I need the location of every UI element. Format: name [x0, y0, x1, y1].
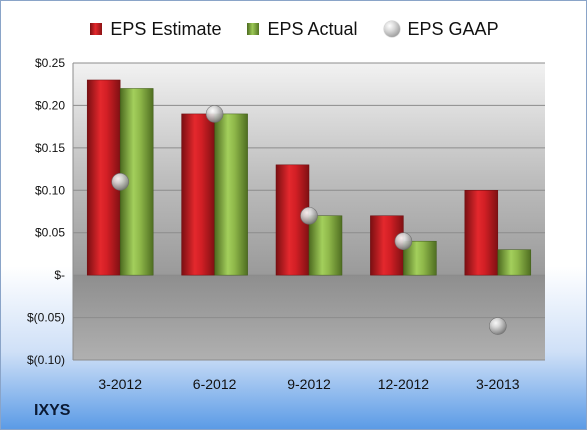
- marker-eps-gaap: [488, 317, 507, 335]
- legend-label-eps-actual: EPS Actual: [267, 18, 358, 39]
- legend-label-eps-gaap: EPS GAAP: [407, 18, 499, 39]
- legend-swatch-eps-actual: [247, 23, 260, 35]
- legend-item-eps-actual: EPS Actual: [247, 18, 358, 40]
- bar-eps-estimate: [181, 113, 215, 276]
- bar-eps-actual: [214, 113, 248, 276]
- y-tick-label: $0.25: [35, 56, 65, 70]
- legend-item-eps-gaap: EPS GAAP: [383, 18, 499, 40]
- y-tick-label: $0.10: [35, 183, 65, 197]
- x-tick-label: 12-2012: [378, 376, 430, 392]
- y-tick-label: $0.15: [35, 141, 65, 155]
- x-tick-label: 3-2013: [476, 376, 520, 392]
- y-tick-label: $0.05: [35, 226, 65, 240]
- x-tick-label: 6-2012: [193, 376, 237, 392]
- company-name: IXYS: [34, 402, 71, 419]
- legend-item-eps-estimate: EPS Estimate: [90, 19, 221, 40]
- bar-eps-actual: [403, 240, 437, 276]
- x-tick-label: 9-2012: [287, 376, 331, 392]
- y-tick-label: $(0.10): [27, 353, 65, 367]
- y-tick-label: $(0.05): [27, 311, 65, 325]
- x-tick-label: 3-2012: [98, 376, 142, 392]
- bar-eps-actual: [308, 215, 343, 276]
- marker-eps-gaap: [205, 105, 224, 123]
- bar-eps-estimate: [464, 190, 499, 276]
- legend-label-eps-estimate: EPS Estimate: [110, 18, 222, 39]
- legend: EPS Estimate EPS Actual EPS GAAP: [1, 15, 586, 43]
- marker-eps-gaap: [111, 173, 129, 191]
- legend-swatch-eps-estimate: [90, 23, 103, 35]
- y-tick-label: $-: [54, 268, 65, 282]
- marker-eps-gaap: [300, 206, 318, 225]
- marker-eps-gaap: [394, 232, 413, 250]
- legend-swatch-eps-gaap: [383, 21, 400, 37]
- bar-eps-actual: [497, 249, 532, 276]
- y-tick-label: $0.20: [35, 98, 65, 112]
